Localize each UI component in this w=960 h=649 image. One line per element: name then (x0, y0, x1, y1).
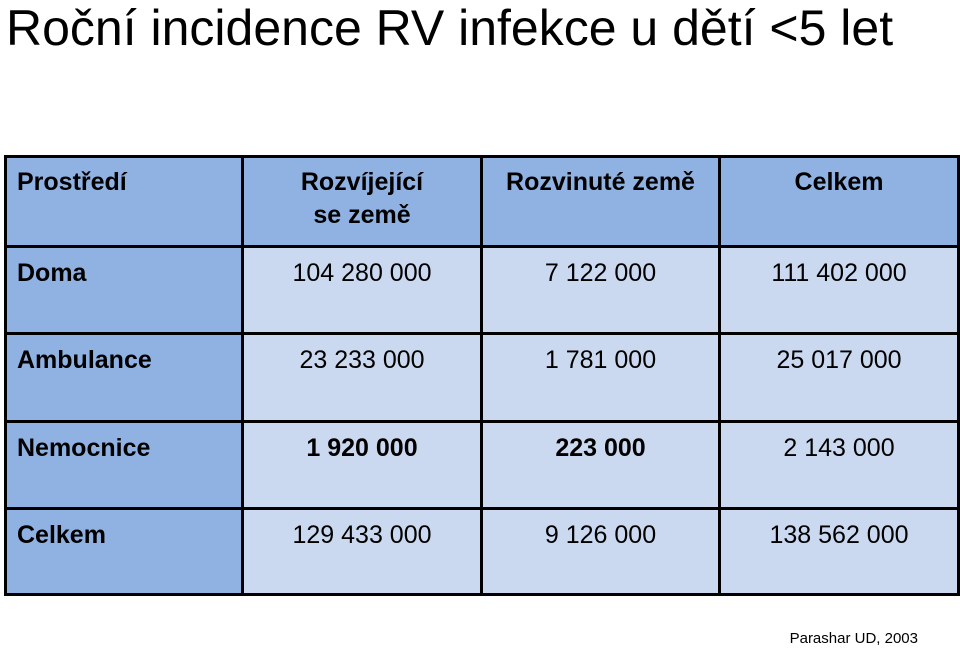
table-cell: 111 402 000 (719, 246, 960, 335)
table-cell: 223 000 (481, 421, 721, 510)
table-cell: 129 433 000 (242, 508, 483, 596)
table-cell: 2 143 000 (719, 421, 960, 510)
table-cell: 104 280 000 (242, 246, 483, 335)
table-cell: 138 562 000 (719, 508, 960, 596)
table-row: Celkem 129 433 000 9 126 000 138 562 000 (5, 508, 960, 596)
table-cell: 9 126 000 (481, 508, 721, 596)
slide-title: Roční incidence RV infekce u dětí <5 let (6, 0, 894, 56)
incidence-table: Prostředí Rozvíjející se země Rozvinuté … (4, 155, 960, 596)
table-cell: 25 017 000 (719, 333, 960, 423)
table-cell: 7 122 000 (481, 246, 721, 335)
table-cell: 23 233 000 (242, 333, 483, 423)
table-row: Nemocnice 1 920 000 223 000 2 143 000 (5, 421, 960, 510)
header-cell-setting: Prostředí (5, 156, 244, 248)
table-cell: 1 920 000 (242, 421, 483, 510)
table-cell: 1 781 000 (481, 333, 721, 423)
header-cell-developed: Rozvinuté země (481, 156, 721, 248)
table-row: Doma 104 280 000 7 122 000 111 402 000 (5, 246, 960, 335)
table-header-row: Prostředí Rozvíjející se země Rozvinuté … (5, 156, 960, 248)
table-row: Ambulance 23 233 000 1 781 000 25 017 00… (5, 333, 960, 423)
source-citation: Parashar UD, 2003 (789, 630, 918, 647)
row-label: Nemocnice (5, 421, 244, 510)
row-label: Doma (5, 246, 244, 335)
header-cell-developing: Rozvíjející se země (242, 156, 483, 248)
row-label: Celkem (5, 508, 244, 596)
row-label: Ambulance (5, 333, 244, 423)
header-cell-total: Celkem (719, 156, 960, 248)
